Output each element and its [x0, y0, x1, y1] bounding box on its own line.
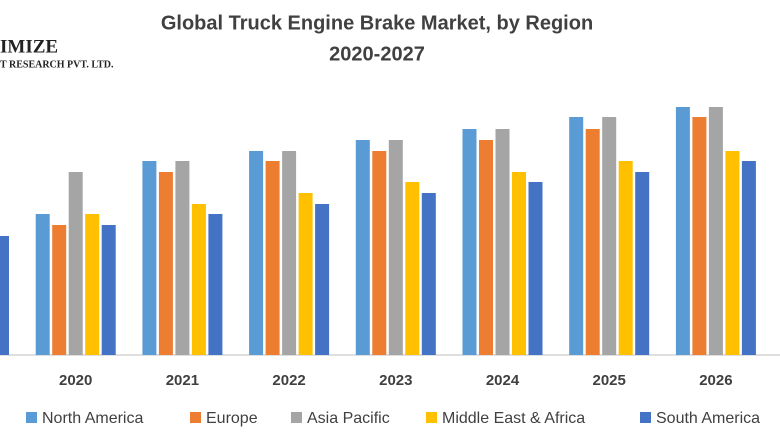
- bar: [675, 107, 690, 355]
- legend-label: Europe: [206, 410, 258, 427]
- bar: [35, 214, 50, 355]
- legend-swatch: [291, 412, 302, 423]
- bar: [512, 172, 526, 355]
- bar: [158, 172, 173, 355]
- x-tick-label: 2021: [166, 372, 199, 389]
- bar: [388, 140, 403, 355]
- logo-subtext: T RESEARCH PVT. LTD.: [0, 59, 114, 70]
- legend-label: Asia Pacific: [307, 410, 390, 427]
- bar: [355, 140, 370, 355]
- bar: [708, 107, 723, 355]
- bar: [692, 117, 707, 355]
- bar: [315, 204, 330, 355]
- legend-swatch: [26, 412, 37, 423]
- bar: [569, 117, 584, 355]
- legend-swatch: [640, 412, 651, 423]
- bar: [462, 129, 477, 355]
- legend-swatch: [190, 412, 201, 423]
- x-tick-label: 2023: [379, 372, 412, 389]
- bar: [372, 151, 387, 355]
- bar: [741, 161, 756, 355]
- bar: [191, 204, 206, 355]
- bar: [52, 225, 67, 355]
- legend-label: Middle East & Africa: [442, 410, 585, 427]
- bar: [101, 225, 116, 355]
- bar: [479, 140, 493, 355]
- bar: [298, 193, 313, 355]
- bar: [421, 193, 436, 355]
- bar: [249, 151, 264, 355]
- bar: [265, 161, 280, 355]
- bar: [68, 172, 83, 355]
- bar: [142, 161, 157, 355]
- logo-text: IMIZE: [0, 36, 58, 57]
- bar: [725, 151, 740, 355]
- bar: [495, 129, 510, 355]
- bar: [0, 236, 9, 355]
- bar: [175, 161, 190, 355]
- bar: [208, 214, 223, 355]
- x-tick-label: 2020: [59, 372, 92, 389]
- x-tick-label: 2025: [593, 372, 626, 389]
- x-tick-label: 2022: [272, 372, 305, 389]
- chart-subtitle: 2020-2027: [329, 43, 425, 65]
- chart-title: Global Truck Engine Brake Market, by Reg…: [161, 12, 593, 34]
- bar: [282, 151, 297, 355]
- x-tick-label: 2024: [486, 372, 520, 389]
- bar: [618, 161, 633, 355]
- legend-label: North America: [42, 410, 143, 427]
- legend-swatch: [426, 412, 437, 423]
- bar: [585, 129, 600, 355]
- bar: [85, 214, 100, 355]
- bar: [602, 117, 617, 355]
- x-tick-label: 2026: [699, 372, 732, 389]
- bar: [635, 172, 650, 355]
- legend-label: South America: [656, 410, 760, 427]
- bar: [528, 182, 543, 355]
- bar: [405, 182, 420, 355]
